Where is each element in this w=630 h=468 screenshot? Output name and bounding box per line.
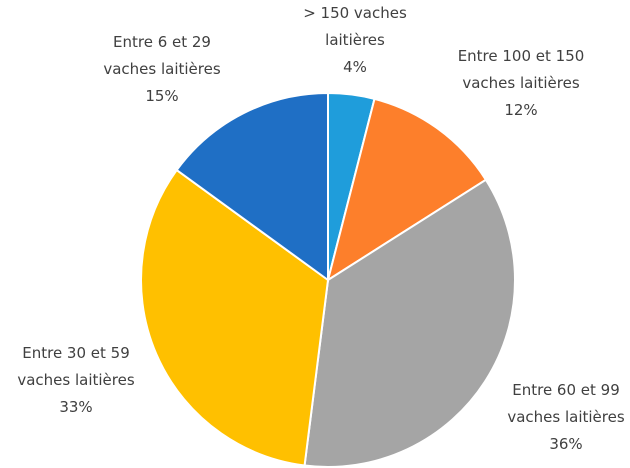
pie-slice: [140, 168, 330, 467]
value-label: 4%: [343, 58, 367, 76]
slice-label: Entre 60 et 99 vaches laitières 36%: [496, 377, 630, 458]
category-label: Entre 30 et 59 vaches laitières: [17, 344, 135, 389]
category-label: Entre 6 et 29 vaches laitières: [103, 33, 221, 78]
category-label: Entre 100 et 150 vaches laitières: [457, 47, 585, 92]
value-label: 12%: [504, 101, 538, 119]
slice-label: Entre 6 et 29 vaches laitières 15%: [92, 29, 232, 110]
pie-slice: [175, 91, 329, 282]
category-label: > 150 vaches laitières: [303, 4, 407, 49]
value-label: 36%: [549, 435, 583, 453]
value-label: 33%: [59, 398, 93, 416]
slice-label: Entre 30 et 59 vaches laitières 33%: [6, 340, 146, 421]
slice-label: > 150 vaches laitières 4%: [285, 0, 425, 81]
slice-label: Entre 100 et 150 vaches laitières 12%: [451, 43, 591, 124]
pie-slice: [303, 178, 516, 468]
pie-slice: [326, 97, 488, 283]
value-label: 15%: [145, 87, 179, 105]
category-label: Entre 60 et 99 vaches laitières: [507, 381, 625, 426]
